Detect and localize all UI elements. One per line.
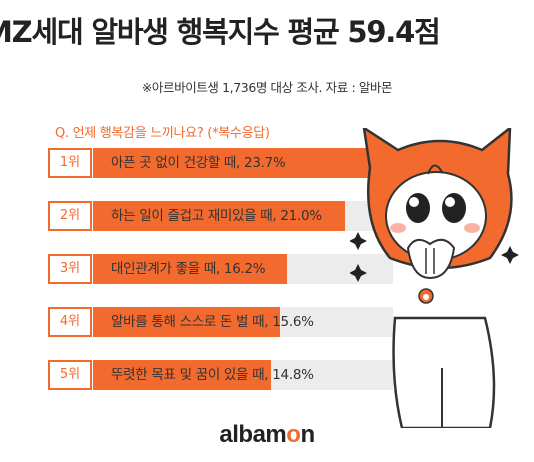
bar-label: 대인관계가 좋을 때, 16.2%	[111, 261, 266, 277]
bar-track: 대인관계가 좋을 때, 16.2%	[93, 254, 393, 284]
rank-label: 2위	[48, 201, 92, 231]
bar-label: 하는 일이 즐겁고 재미있을 때, 21.0%	[111, 208, 322, 224]
bar-label: 알바를 통해 스스로 돈 벌 때, 15.6%	[111, 314, 314, 330]
page-title: MZ세대 알바생 행복지수 평균 59.4점	[0, 15, 441, 49]
bar	[93, 254, 288, 284]
bar-track: 뚜렷한 목표 및 꿈이 있을 때, 14.8%	[93, 360, 393, 390]
sparkle-icon	[350, 232, 367, 250]
source-note: ※아르바이트생 1,736명 대상 조사. 자료 : 알바몬	[141, 80, 393, 95]
rank-label: 4위	[48, 307, 92, 337]
chart-question: Q. 언제 행복감을 느끼나요? (*복수응답)	[55, 126, 270, 141]
bar-label: 뚜렷한 목표 및 꿈이 있을 때, 14.8%	[111, 367, 314, 383]
sparkle-icon	[501, 246, 519, 264]
bar	[93, 307, 281, 337]
bar-track: 하는 일이 즐겁고 재미있을 때, 21.0%	[93, 201, 393, 231]
rank-label: 3위	[48, 254, 92, 284]
bar	[93, 360, 271, 390]
bar-label: 아픈 곳 없이 건강할 때, 23.7%	[111, 155, 286, 171]
albamon-mascot-illustration	[350, 128, 519, 428]
rank-label: 5위	[48, 360, 92, 390]
bar-track: 아픈 곳 없이 건강할 때, 23.7%	[93, 148, 393, 178]
bar-track: 알바를 통해 스스로 돈 벌 때, 15.6%	[93, 307, 393, 337]
sparkle-icon	[350, 264, 367, 282]
rank-label: 1위	[48, 148, 92, 178]
bar	[93, 201, 345, 231]
bar	[93, 148, 378, 178]
albamon-logo: albamon	[219, 421, 315, 448]
